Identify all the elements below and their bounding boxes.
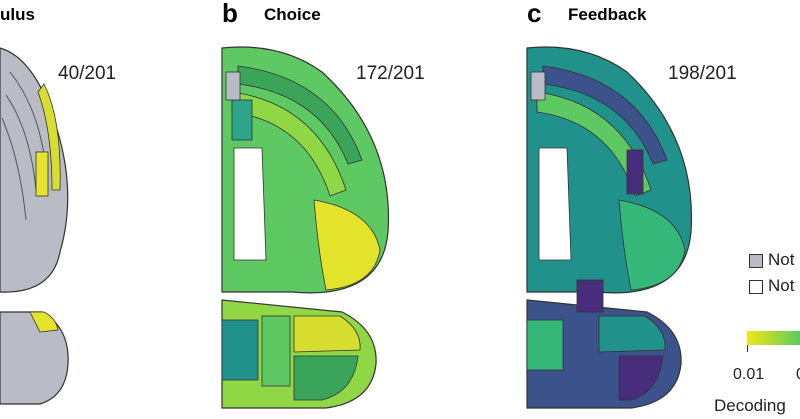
panel-b-count: 172/201 bbox=[356, 63, 425, 84]
panel-c-lower-green bbox=[526, 319, 564, 371]
panel-a-yellow-patch bbox=[35, 151, 49, 197]
colorbar-tick-label-next: 0 bbox=[796, 366, 800, 384]
panel-a-brain-map bbox=[0, 47, 69, 405]
panel-b-lower-teal bbox=[221, 319, 259, 381]
panel-a-title: ulus bbox=[0, 5, 35, 24]
panel-c-gray-notch bbox=[530, 71, 546, 101]
panel-c-lower-purple bbox=[576, 279, 604, 313]
panel-b-center-white bbox=[233, 147, 267, 261]
panel-a-stripe-2 bbox=[5, 94, 37, 191]
panel-c-band-teal bbox=[618, 199, 686, 291]
panel-c-band-green bbox=[536, 91, 652, 197]
panel-c-letter: c bbox=[527, 0, 542, 28]
legend-label-white: Not bbox=[768, 276, 795, 295]
panel-b-letter: b bbox=[222, 0, 238, 28]
legend-swatch-white bbox=[749, 280, 763, 294]
colorbar bbox=[747, 331, 800, 345]
panel-c-lower-teal bbox=[598, 315, 666, 353]
panel-c-title: Feedback bbox=[568, 5, 647, 24]
panel-b-band-yellow bbox=[313, 199, 381, 291]
legend-label-gray: Not bbox=[768, 250, 795, 269]
panel-b-title: Choice bbox=[264, 5, 321, 24]
panel-c-lower-dark bbox=[618, 355, 664, 401]
panel-b-brain-map bbox=[221, 46, 390, 409]
panel-c-band-blue bbox=[542, 65, 668, 165]
colorbar-tick bbox=[747, 345, 748, 352]
legend-swatch-gray bbox=[749, 254, 763, 268]
panel-a-lower-section bbox=[0, 311, 69, 405]
panel-a: ulus 40/201 bbox=[0, 0, 200, 419]
colorbar-tick-label-min: 0.01 bbox=[733, 366, 765, 383]
panel-b-lower-green bbox=[261, 315, 291, 387]
panel-b-band-light bbox=[231, 91, 347, 197]
panel-c-brain-map bbox=[526, 46, 693, 409]
panel-b-band-dark bbox=[237, 65, 363, 165]
panel-b: b Choice 172/201 bbox=[221, 0, 502, 419]
panel-b-lower-dark bbox=[293, 355, 359, 401]
panel-a-yellow-strip bbox=[37, 83, 61, 191]
panel-b-teal-block bbox=[231, 99, 253, 141]
panel-c-count: 198/201 bbox=[668, 63, 737, 84]
panel-c-purple-block bbox=[626, 149, 644, 195]
panel-c: c Feedback 198/201 bbox=[526, 0, 747, 419]
panel-a-lower-yellow bbox=[29, 311, 59, 333]
colorbar-axis-title: Decoding bbox=[714, 396, 786, 415]
panel-c-center-white bbox=[538, 147, 572, 261]
panel-a-count: 40/201 bbox=[58, 63, 117, 84]
panel-a-stripe-3 bbox=[1, 117, 27, 221]
panel-b-lower-yellow bbox=[293, 315, 361, 353]
panel-b-gray-notch bbox=[225, 71, 241, 101]
